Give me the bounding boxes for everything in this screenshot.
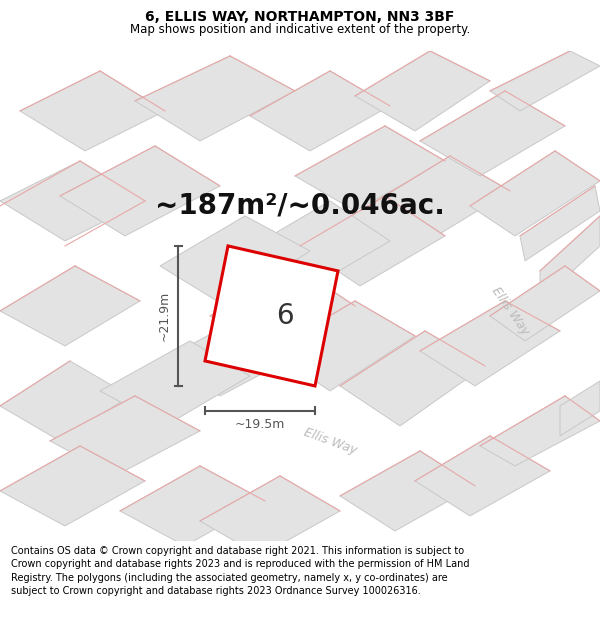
Polygon shape (100, 341, 250, 426)
Polygon shape (340, 451, 475, 531)
Polygon shape (50, 396, 200, 476)
Polygon shape (0, 361, 130, 441)
Text: ~21.9m: ~21.9m (157, 291, 170, 341)
Polygon shape (250, 71, 390, 151)
Polygon shape (200, 476, 340, 556)
Polygon shape (0, 446, 145, 526)
Polygon shape (270, 301, 415, 391)
Polygon shape (210, 266, 355, 356)
Polygon shape (415, 436, 550, 516)
Text: Map shows position and indicative extent of the property.: Map shows position and indicative extent… (130, 23, 470, 36)
Polygon shape (360, 156, 510, 246)
Polygon shape (295, 126, 445, 211)
Polygon shape (60, 146, 220, 236)
Text: Contains OS data © Crown copyright and database right 2021. This information is : Contains OS data © Crown copyright and d… (11, 546, 469, 596)
Polygon shape (420, 301, 560, 386)
Text: Ellis Way: Ellis Way (489, 284, 531, 338)
Polygon shape (470, 151, 600, 236)
Polygon shape (560, 381, 600, 436)
Polygon shape (205, 246, 338, 386)
Polygon shape (120, 466, 265, 546)
Polygon shape (160, 316, 305, 396)
Polygon shape (490, 51, 600, 111)
Polygon shape (420, 91, 565, 176)
Text: 6, ELLIS WAY, NORTHAMPTON, NN3 3BF: 6, ELLIS WAY, NORTHAMPTON, NN3 3BF (145, 9, 455, 24)
Text: ~187m²/~0.046ac.: ~187m²/~0.046ac. (155, 192, 445, 220)
Polygon shape (355, 51, 490, 131)
Polygon shape (520, 186, 600, 261)
Text: Ellis Way: Ellis Way (302, 426, 358, 456)
Polygon shape (20, 71, 165, 151)
Text: 6: 6 (276, 302, 294, 330)
Polygon shape (0, 266, 140, 346)
Polygon shape (135, 56, 295, 141)
Polygon shape (0, 161, 145, 241)
Polygon shape (540, 216, 600, 301)
Polygon shape (490, 266, 600, 341)
Text: ~19.5m: ~19.5m (235, 418, 285, 431)
Polygon shape (300, 196, 445, 286)
Polygon shape (160, 216, 310, 306)
Polygon shape (480, 396, 600, 466)
Polygon shape (245, 201, 390, 291)
Polygon shape (340, 331, 485, 426)
